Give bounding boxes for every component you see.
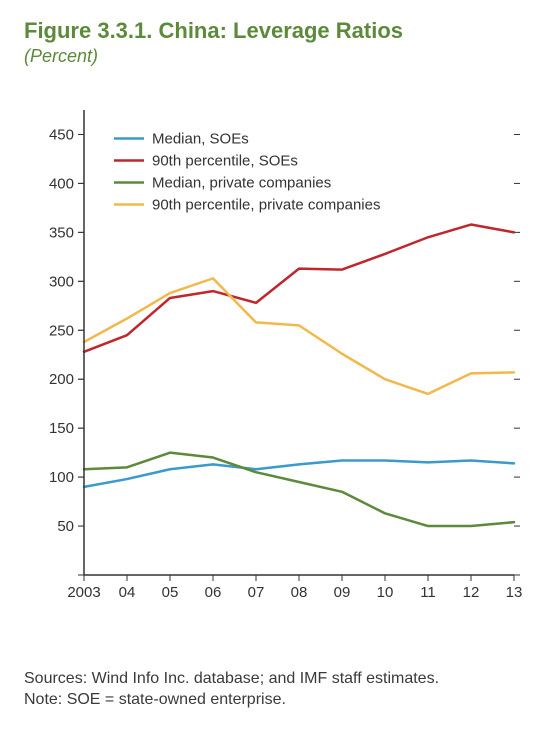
svg-text:07: 07 xyxy=(248,584,265,601)
legend-label: Median, SOEs xyxy=(152,130,249,147)
svg-text:05: 05 xyxy=(162,584,179,601)
title-block: Figure 3.3.1. China: Leverage Ratios (Pe… xyxy=(0,0,549,71)
series-line xyxy=(84,278,514,394)
y-axis: 50 100 150 200 250 300 350 400 450 xyxy=(49,126,84,575)
y-ticks-right xyxy=(514,134,520,575)
x-axis: 2003 04 05 06 07 08 09 10 11 12 13 xyxy=(67,575,522,601)
svg-text:2003: 2003 xyxy=(67,584,100,601)
chart-legend: Median, SOEs 90th percentile, SOEs Median,… xyxy=(114,130,380,213)
legend-label: Median, private companies xyxy=(152,174,331,191)
svg-text:06: 06 xyxy=(205,584,222,601)
svg-text:50: 50 xyxy=(57,518,74,535)
svg-text:250: 250 xyxy=(49,322,74,339)
note-text: Note: SOE = state-owned enterprise. xyxy=(24,690,524,711)
svg-text:100: 100 xyxy=(49,469,74,486)
legend-label: 90th percentile, SOEs xyxy=(152,152,298,169)
svg-text:450: 450 xyxy=(49,126,74,143)
legend-label: 90th percentile, private companies xyxy=(152,196,380,213)
svg-text:300: 300 xyxy=(49,273,74,290)
svg-text:400: 400 xyxy=(49,175,74,192)
svg-text:10: 10 xyxy=(377,584,394,601)
svg-text:09: 09 xyxy=(334,584,351,601)
svg-text:04: 04 xyxy=(119,584,136,601)
svg-text:150: 150 xyxy=(49,420,74,437)
series-line xyxy=(84,225,514,352)
figure-title: Figure 3.3.1. China: Leverage Ratios xyxy=(24,18,525,44)
chart-area: 50 100 150 200 250 300 350 400 450 2003 04 05 06 07 0… xyxy=(24,100,529,620)
footer-notes: Sources: Wind Info Inc. database; and IM… xyxy=(24,669,524,711)
svg-text:11: 11 xyxy=(420,584,436,601)
svg-text:350: 350 xyxy=(49,224,74,241)
figure-container: Figure 3.3.1. China: Leverage Ratios (Pe… xyxy=(0,0,549,729)
chart-series xyxy=(84,225,514,527)
sources-text: Sources: Wind Info Inc. database; and IM… xyxy=(24,669,524,690)
line-chart-svg: 50 100 150 200 250 300 350 400 450 2003 04 05 06 07 0… xyxy=(24,100,529,620)
svg-text:13: 13 xyxy=(506,584,523,601)
figure-subtitle: (Percent) xyxy=(24,46,525,67)
svg-text:200: 200 xyxy=(49,371,74,388)
svg-text:12: 12 xyxy=(463,584,480,601)
svg-text:08: 08 xyxy=(291,584,308,601)
